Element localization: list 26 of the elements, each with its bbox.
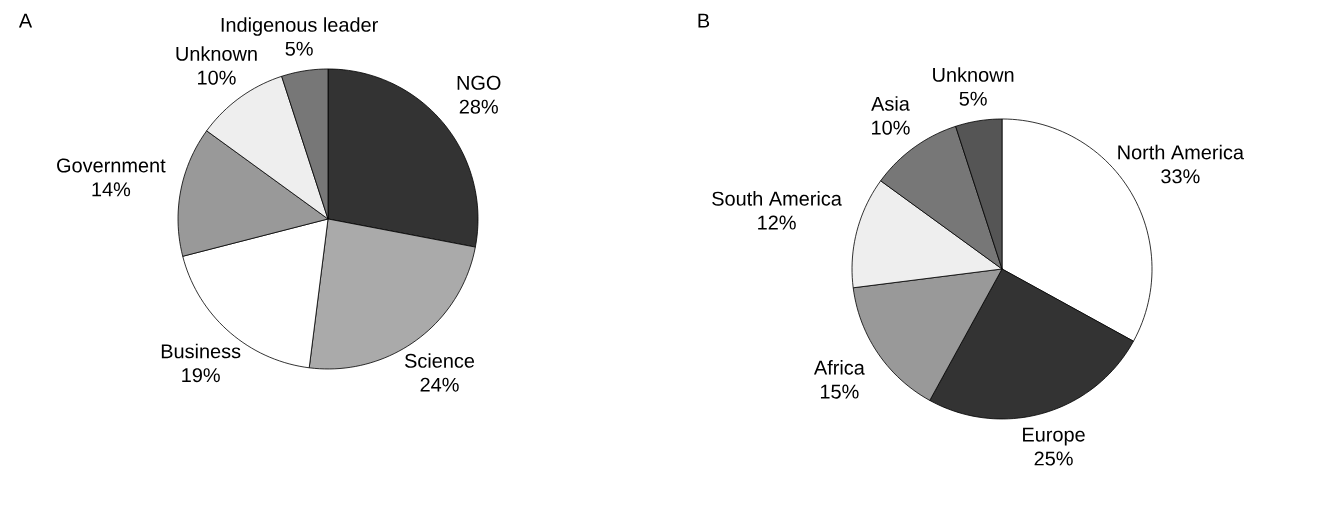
data-label: 19% — [182, 368, 220, 383]
data-label: 15% — [820, 384, 859, 399]
slice-label: Indigenous leader — [221, 17, 378, 36]
data-label: 10% — [198, 70, 236, 85]
data-label: 24% — [420, 377, 459, 392]
slice-label: Government — [57, 158, 166, 173]
slice-label: South America — [712, 191, 842, 206]
chart-title: A — [18, 13, 33, 28]
data-label: 33% — [1161, 169, 1200, 184]
data-label: 28% — [459, 99, 498, 114]
data-label: 12% — [758, 215, 796, 230]
chart-title: B — [698, 13, 710, 28]
slice-label: Unknown — [176, 46, 257, 61]
data-label: 10% — [872, 120, 910, 135]
slice-label: Science — [404, 353, 475, 368]
data-label: 5% — [285, 41, 313, 56]
slice-label: Africa — [813, 360, 865, 375]
data-label: 25% — [1034, 451, 1073, 466]
slice-label: North America — [1118, 144, 1244, 160]
slice-label: Business — [161, 343, 241, 359]
slice-label: Unknown — [933, 67, 1014, 82]
data-label: 14% — [92, 182, 131, 197]
slice-label: Europe — [1023, 427, 1085, 446]
slice-label: NGO — [457, 75, 501, 90]
data-label: 5% — [959, 91, 987, 106]
slice-label: Asia — [871, 96, 910, 111]
